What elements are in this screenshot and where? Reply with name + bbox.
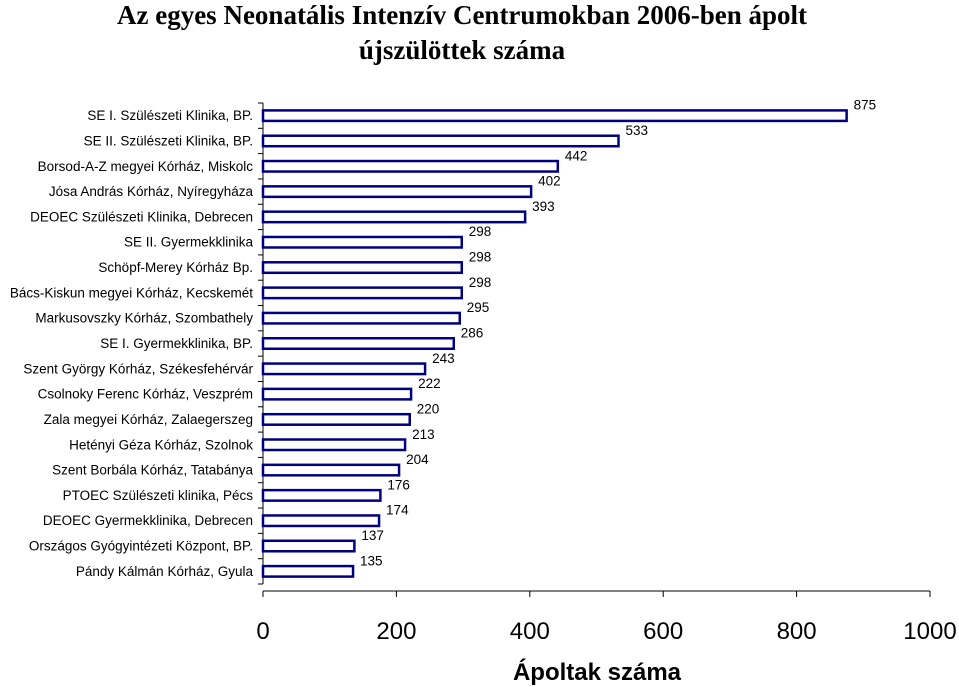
plot-area: 0 200 400 600 800 1000 SE I. Szülészeti Klinik…: [10, 98, 957, 645]
data-label: 402: [538, 174, 561, 189]
bar: [261, 539, 356, 553]
data-label: 298: [469, 250, 492, 265]
category-label: SE II. Szülészeti Klinika, BP.: [84, 133, 253, 148]
bar: [261, 387, 413, 401]
category-label: DEOEC Gyermekklinika, Debrecen: [43, 513, 253, 528]
bar: [261, 185, 533, 199]
x-tick-label: 800: [777, 618, 817, 645]
x-tick-label: 200: [376, 618, 416, 645]
data-label: 875: [854, 98, 877, 113]
x-tick-label: 600: [643, 618, 683, 645]
chart-title-line-1: Az egyes Neonatális Intenzív Centrumokba…: [117, 0, 807, 30]
data-label: 220: [417, 401, 440, 416]
category-label: SE I. Szülészeti Klinika, BP.: [87, 108, 253, 123]
category-label: Országos Gyógyintézeti Központ, BP.: [29, 539, 253, 554]
category-label: Schöpf-Merey Kórház Bp.: [98, 260, 253, 275]
data-label: 137: [361, 528, 384, 543]
data-label: 204: [406, 452, 429, 467]
bar: [261, 488, 382, 502]
x-axis-label: Ápoltak száma: [513, 658, 682, 686]
chart-title-line-2: újszülöttek száma: [359, 35, 566, 65]
bar: [261, 337, 456, 350]
data-label: 243: [432, 351, 455, 366]
category-label: Jósa András Kórház, Nyíregyháza: [49, 184, 254, 199]
category-label: Markusovszky Kórház, Szombathely: [35, 311, 253, 326]
category-label: Hetényi Géza Kórház, Szolnok: [69, 437, 253, 452]
bar: [261, 438, 407, 452]
category-label: Borsod-A-Z megyei Kórház, Miskolc: [38, 159, 254, 174]
bar: [261, 463, 401, 477]
data-label: 222: [418, 376, 441, 391]
category-label: DEOEC Szülészeti Klinika, Debrecen: [30, 209, 253, 224]
bar: [261, 564, 355, 578]
x-tick-label: 0: [256, 618, 269, 645]
bar: [261, 235, 464, 249]
bar: [261, 109, 848, 123]
data-label: 393: [532, 199, 555, 214]
data-label: 213: [412, 427, 435, 442]
bar: [261, 210, 527, 224]
bar: [261, 311, 462, 325]
category-label: Szent György Kórház, Székesfehérvár: [23, 361, 253, 376]
category-label: SE I. Gyermekklinika, BP.: [100, 336, 253, 351]
category-label: PTOEC Szülészeti klinika, Pécs: [63, 488, 254, 503]
data-label: 533: [626, 123, 649, 138]
category-label: SE II. Gyermekklinika: [124, 235, 254, 250]
bar: [261, 514, 381, 528]
category-label: Csolnoky Ferenc Kórház, Veszprém: [38, 387, 253, 402]
bar: [261, 412, 411, 426]
data-label: 442: [565, 148, 588, 163]
data-label: 176: [387, 477, 410, 492]
x-tick-label: 400: [510, 618, 550, 645]
bar: [261, 159, 560, 173]
data-label: 286: [461, 326, 484, 341]
data-label: 298: [469, 275, 492, 290]
category-label: Bács-Kiskun megyei Kórház, Kecskemét: [10, 285, 253, 300]
data-label: 174: [386, 503, 409, 518]
bar: [261, 134, 620, 148]
bar: [261, 261, 464, 275]
x-tick-label: 1000: [903, 618, 956, 645]
category-label: Szent Borbála Kórház, Tatabánya: [52, 463, 253, 478]
category-label: Zala megyei Kórház, Zalaegerszeg: [44, 412, 253, 427]
data-label: 298: [469, 224, 492, 239]
bar: [261, 362, 427, 376]
data-label: 135: [360, 553, 383, 568]
data-label: 295: [467, 300, 490, 315]
bar: [261, 286, 464, 300]
category-label: Pándy Kálmán Kórház, Gyula: [76, 564, 254, 579]
